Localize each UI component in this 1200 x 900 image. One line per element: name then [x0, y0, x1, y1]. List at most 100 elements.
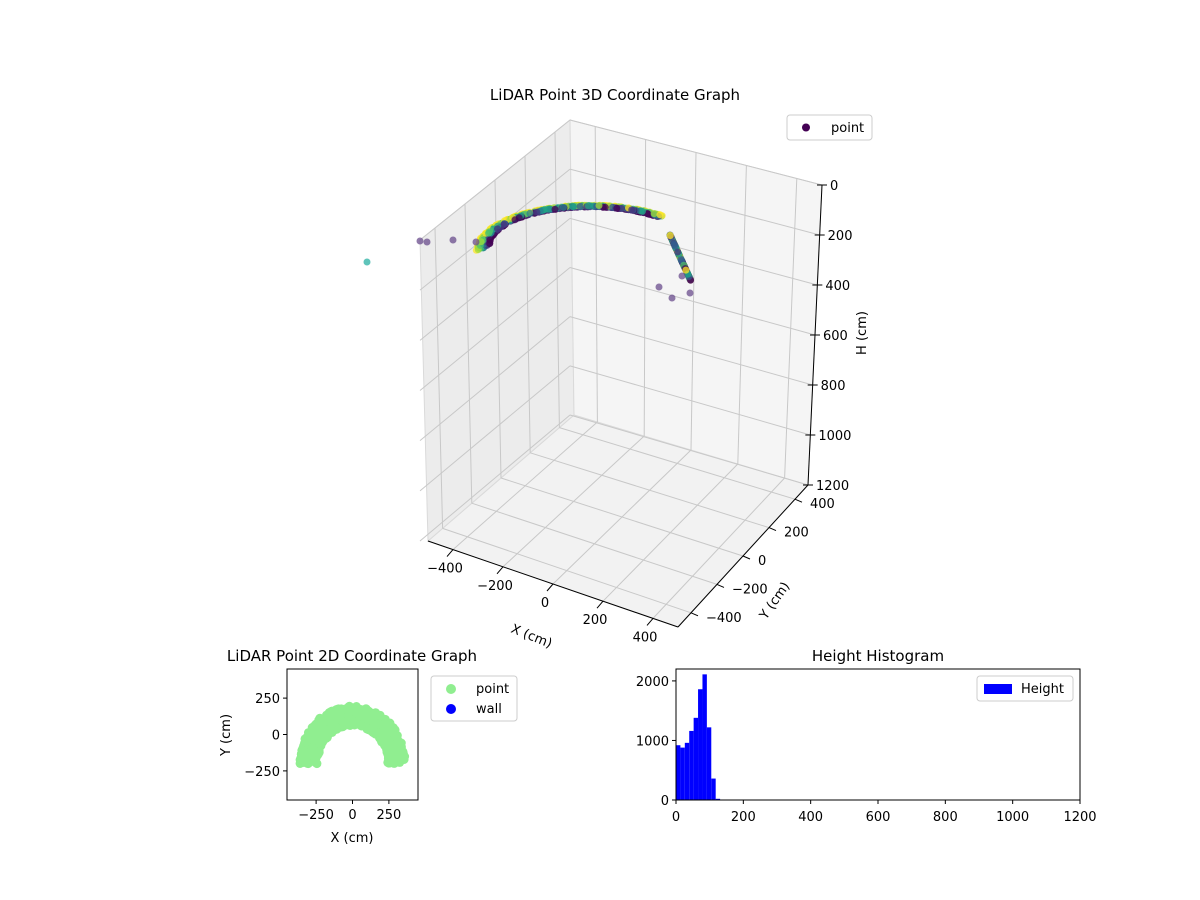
data-point-2d: [377, 737, 387, 747]
data-point-3d: [477, 238, 485, 246]
data-point-3d: [569, 203, 577, 210]
grid-z-left: [419, 365, 571, 492]
data-point-2d: [340, 718, 350, 728]
chart-3d-grid: [419, 119, 823, 619]
grid-z-left: [419, 119, 571, 241]
x-tick-label: 200: [731, 810, 756, 825]
chart-2d-xlabel: X (cm): [331, 831, 374, 846]
chart-2d-legend-wall-label: wall: [476, 702, 502, 717]
y-tick-mark: [794, 498, 803, 503]
chart-3d-points: [363, 201, 695, 302]
x-tick-label: 800: [933, 810, 958, 825]
histogram-bars: [676, 674, 725, 800]
outlier-point-3d: [423, 238, 431, 246]
histogram-bar: [684, 742, 690, 800]
x-tick-label: 250: [376, 808, 401, 823]
chart-2d: LiDAR Point 2D Coordinate Graph −250 0 250…: [219, 647, 518, 846]
chart-3d-legend-box: [786, 114, 873, 141]
chart-2d-legend-wall-marker: [446, 704, 456, 714]
data-point-2d: [297, 746, 307, 756]
outlier-point-3d: [668, 294, 676, 302]
chart-2d-legend-point-marker: [446, 684, 456, 694]
outlier-point-3d: [686, 289, 694, 297]
data-point-3d: [515, 214, 523, 222]
chart-3d-axes: −400−2000200400−400−20002004000200400600…: [427, 179, 852, 645]
data-point-3d: [533, 208, 541, 216]
data-point-3d: [584, 202, 592, 210]
grid-y-left: [434, 227, 444, 529]
chart-3d-zlabel: H (cm): [855, 311, 870, 355]
y-tick-label: 0: [661, 794, 669, 809]
grid-y-floor: [530, 452, 770, 529]
outlier-point-3d: [655, 283, 663, 291]
data-point-2d: [311, 719, 321, 729]
data-point-2d: [384, 749, 394, 759]
data-point-3d: [486, 236, 494, 244]
y-tick-mark: [768, 527, 777, 532]
data-point-3d: [656, 211, 664, 219]
data-point-3d: [613, 204, 621, 212]
data-point-3d: [666, 232, 674, 240]
x-tick-label: 400: [633, 630, 658, 645]
chart-3d-legend: point: [786, 114, 873, 141]
data-point-3d: [671, 242, 679, 250]
grid-y-left: [524, 155, 531, 453]
y-tick-label: −200: [732, 582, 768, 597]
data-point-3d: [682, 266, 690, 274]
grid-z-left: [419, 217, 571, 341]
data-point-3d: [576, 202, 584, 210]
chart-2d-ticks: −250 0 250 −250 0 250: [244, 692, 401, 823]
data-point-3d: [650, 210, 658, 218]
grid-z-left: [419, 267, 571, 391]
chart-3d-legend-marker: [802, 123, 810, 132]
outlier-point-3d: [678, 272, 686, 280]
chart-3d-legend-label: point: [831, 121, 864, 136]
y-axis-line: [677, 484, 809, 628]
data-point-2d: [375, 710, 385, 720]
y-tick-label: 1000: [636, 734, 669, 749]
z-axis-line: [807, 184, 823, 486]
histogram-bar: [702, 674, 707, 800]
data-point-2d: [378, 727, 388, 737]
y-tick-label: 2000: [636, 675, 669, 690]
y-tick-label: 250: [255, 692, 280, 707]
data-point-2d: [392, 748, 402, 758]
data-point-2d: [364, 725, 374, 735]
z-tick-label: 0: [830, 179, 838, 194]
histogram-legend-box: [976, 675, 1074, 702]
outlier-point-3d: [472, 238, 480, 246]
histogram-bar: [706, 727, 712, 800]
data-point-2d: [392, 731, 402, 741]
data-point-3d: [486, 228, 493, 236]
grid-y-floor: [471, 502, 718, 585]
y-tick-label: 0: [758, 554, 766, 569]
data-point-2d: [325, 708, 335, 718]
grid-z-back: [569, 267, 816, 336]
y-tick-mark: [716, 583, 725, 588]
data-point-3d: [639, 207, 646, 215]
x-tick-label: 0: [672, 810, 680, 825]
z-tick-label: 1000: [818, 429, 851, 444]
data-point-3d: [494, 225, 501, 233]
histogram-bar: [711, 778, 716, 800]
grid-z-back: [569, 365, 811, 436]
x-tick-label: 0: [541, 596, 549, 611]
chart-3d-title: LiDAR Point 3D Coordinate Graph: [490, 86, 740, 104]
histogram-bar: [689, 730, 694, 800]
grid-y-floor: [500, 477, 744, 557]
histogram-bar: [680, 747, 685, 800]
data-point-2d: [357, 712, 367, 721]
z-tick-label: 600: [823, 329, 848, 344]
x-tick-mark: [596, 600, 604, 609]
data-point-3d: [560, 203, 567, 211]
data-point-3d: [546, 205, 554, 213]
y-tick-label: 0: [272, 729, 280, 744]
data-point-3d: [628, 206, 636, 214]
histogram-bar: [698, 689, 703, 800]
chart-2d-points: [295, 701, 410, 769]
data-point-2d: [341, 704, 351, 714]
x-axis-line: [427, 540, 679, 628]
chart-2d-legend: point wall: [430, 675, 518, 722]
z-tick-label: 400: [825, 279, 850, 294]
